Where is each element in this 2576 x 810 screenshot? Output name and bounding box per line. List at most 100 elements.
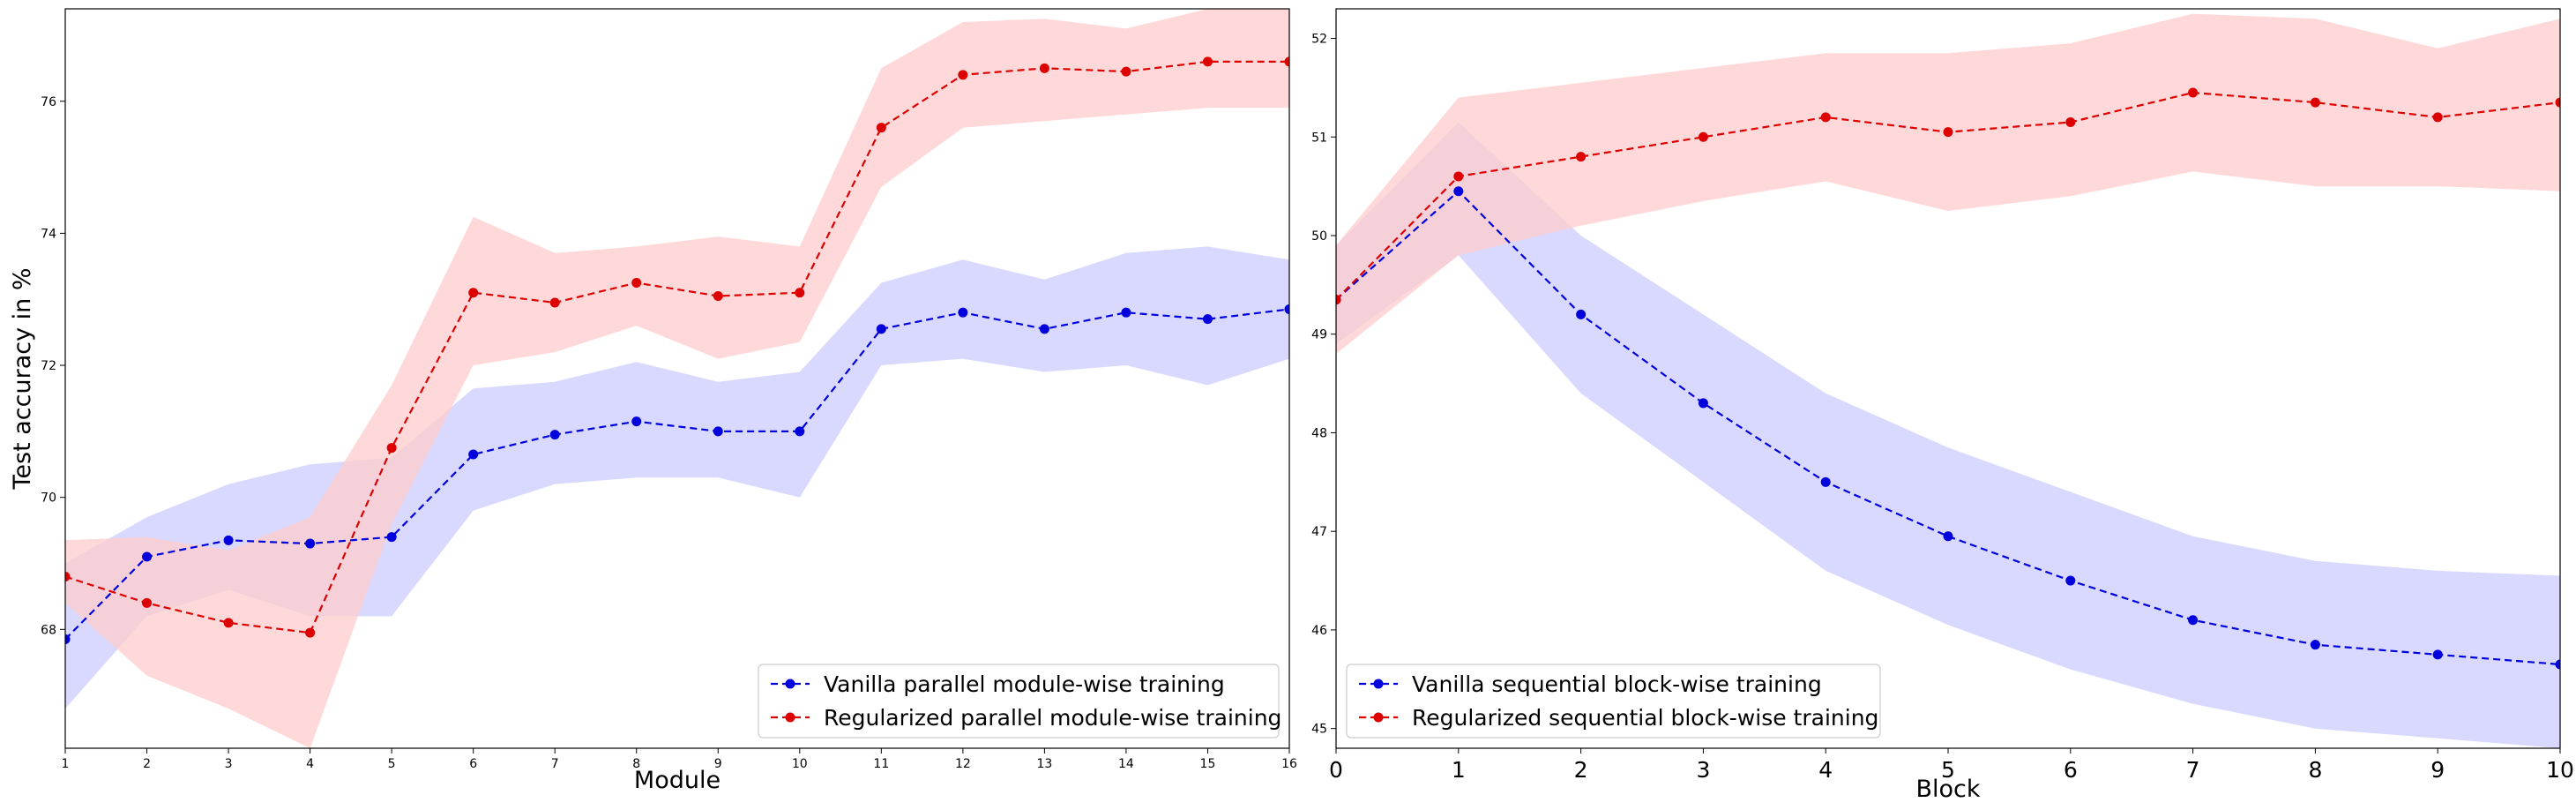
x-tick-label: 5 [1941,757,1955,783]
data-point [223,618,234,628]
legend-label-0: Vanilla parallel module-wise training [824,671,1225,697]
x-tick-label: 4 [306,757,314,771]
x-tick-label: 4 [1818,757,1833,783]
legend-box [1346,664,1881,739]
data-point [1336,295,1341,305]
legend-label-1: Regularized sequential block-wise traini… [1412,705,1878,731]
data-point [1576,152,1587,162]
data-point [1039,324,1049,334]
data-point [713,290,723,301]
x-tick-label: 1 [62,757,70,771]
data-point [958,307,968,318]
x-tick-label: 11 [873,757,889,771]
data-point [1698,398,1708,409]
x-tick-label: 0 [1329,757,1343,783]
data-point [1453,186,1464,197]
data-point [631,416,642,427]
y-tick-label: 68 [41,623,56,637]
legend: Vanilla sequential block-wise training Re… [1346,664,1881,739]
legend-marker-1 [1373,712,1384,723]
data-point [1943,127,1953,138]
data-point [795,288,805,298]
data-point [1576,309,1587,319]
x-tick-label: 7 [2186,757,2200,783]
y-axis-title: Test accuracy in % [9,267,36,490]
x-tick-label: 6 [469,757,477,771]
x-tick-label: 1 [1452,757,1466,783]
y-tick-label: 46 [1311,624,1327,638]
data-point [1284,304,1289,314]
data-point [2555,97,2560,108]
y-tick-label: 45 [1311,723,1327,737]
data-point [142,551,153,562]
axes-frame [64,8,1290,749]
legend-marker-0 [785,679,795,689]
data-point [1453,171,1464,182]
x-axis-title: Module [634,767,721,794]
data-point [958,70,968,80]
legend-box [758,664,1280,739]
x-tick-label: 5 [388,757,396,771]
x-tick-label: 10 [792,757,808,771]
data-point [2555,659,2560,670]
data-point [1202,56,1213,67]
data-point [65,571,71,581]
y-tick-label: 49 [1311,328,1327,342]
data-point [1121,307,1131,318]
x-tick-label: 9 [714,757,722,771]
data-point [876,123,886,133]
data-point [1202,314,1213,325]
data-point [386,443,397,454]
x-tick-label: 8 [2308,757,2322,783]
x-tick-label: 6 [2064,757,2078,783]
data-point [2310,640,2320,650]
data-point [795,426,805,437]
series-line-0 [65,308,1289,641]
data-point [631,278,642,289]
y-tick-label: 50 [1311,229,1327,244]
data-point [468,449,479,460]
data-point [1820,476,1831,487]
data-point [1039,63,1049,73]
y-tick-label: 51 [1311,131,1327,145]
y-tick-label: 52 [1311,33,1327,47]
data-point [1121,66,1131,77]
x-tick-label: 13 [1036,757,1052,771]
y-tick-label: 74 [41,227,56,241]
x-tick-label: 3 [1696,757,1710,783]
data-point [2432,112,2443,123]
y-tick-label: 47 [1311,525,1327,539]
data-point [1284,56,1289,67]
data-point [1698,131,1708,142]
data-point [468,288,479,298]
y-tick-label: 76 [41,95,56,109]
x-tick-label: 3 [225,757,233,771]
x-tick-label: 16 [1281,757,1297,771]
legend-label-0: Vanilla sequential block-wise training [1412,671,1822,697]
data-point [1820,112,1831,123]
data-point [2188,615,2199,626]
plot-area [65,9,1289,748]
chart-left: 1 2 3 4 5 6 7 8 9 10 11 12 13 14 15 166870727476ModuleT… [9,8,1297,794]
data-point [549,297,560,308]
x-tick-label: 10 [2546,757,2574,783]
x-axis-title: Block [1915,776,1980,803]
legend: Vanilla parallel module-wise training Reg… [758,664,1281,739]
chart-right: 0 1 2 3 4 5 6 7 8 9 104546474849505152BlockVanilla… [1311,8,2574,803]
x-tick-label: 15 [1200,757,1216,771]
data-point [2065,575,2076,586]
legend-label-1: Regularized parallel module-wise trainin… [824,705,1281,731]
legend-marker-0 [1373,679,1384,689]
data-point [2065,116,2076,127]
plot-area [1336,13,2560,748]
x-tick-label: 12 [955,757,971,771]
data-point [142,597,153,608]
x-tick-label: 8 [632,757,640,771]
y-tick-label: 48 [1311,426,1327,440]
y-tick-label: 72 [41,359,56,373]
confidence-band-0 [1336,122,2560,748]
x-tick-label: 14 [1118,757,1134,771]
data-point [386,532,397,543]
data-point [2188,87,2199,98]
